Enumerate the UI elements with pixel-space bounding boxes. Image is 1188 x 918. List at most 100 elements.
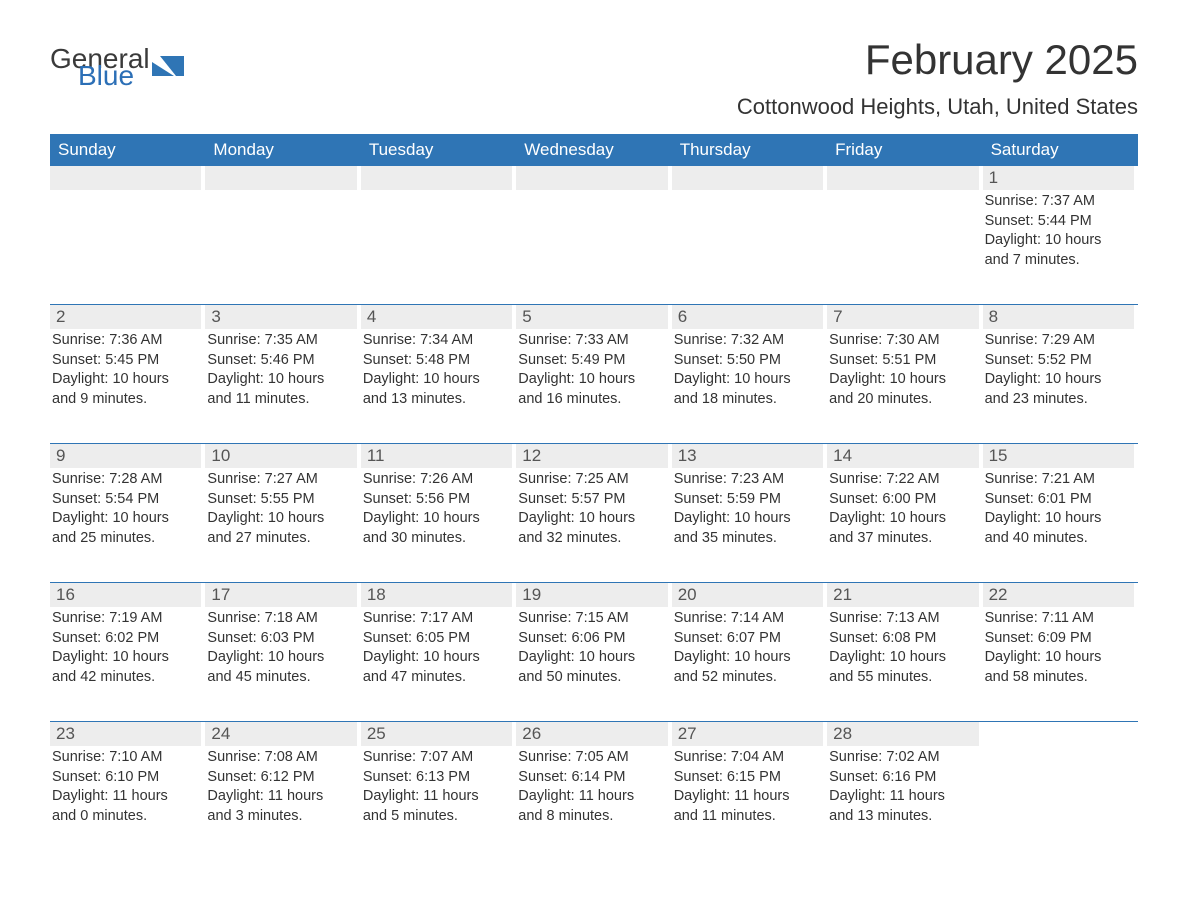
day-sunrise: Sunrise: 7:27 AM bbox=[207, 470, 354, 490]
calendar-cell: 25Sunrise: 7:07 AMSunset: 6:13 PMDayligh… bbox=[361, 722, 516, 842]
empty-day-bar bbox=[672, 166, 823, 190]
day-number: 23 bbox=[50, 722, 201, 746]
day-sunset: Sunset: 6:00 PM bbox=[829, 490, 976, 510]
calendar-cell: 23Sunrise: 7:10 AMSunset: 6:10 PMDayligh… bbox=[50, 722, 205, 842]
calendar-cell: 24Sunrise: 7:08 AMSunset: 6:12 PMDayligh… bbox=[205, 722, 360, 842]
day-day2: and 7 minutes. bbox=[985, 251, 1132, 271]
day-day1: Daylight: 10 hours bbox=[674, 370, 821, 390]
day-day1: Daylight: 11 hours bbox=[518, 787, 665, 807]
day-sunset: Sunset: 6:09 PM bbox=[985, 629, 1132, 649]
calendar-cell: 5Sunrise: 7:33 AMSunset: 5:49 PMDaylight… bbox=[516, 305, 671, 425]
calendar-cell: 22Sunrise: 7:11 AMSunset: 6:09 PMDayligh… bbox=[983, 583, 1138, 703]
calendar-cell: 4Sunrise: 7:34 AMSunset: 5:48 PMDaylight… bbox=[361, 305, 516, 425]
calendar-cell: 8Sunrise: 7:29 AMSunset: 5:52 PMDaylight… bbox=[983, 305, 1138, 425]
calendar-cell: 13Sunrise: 7:23 AMSunset: 5:59 PMDayligh… bbox=[672, 444, 827, 564]
day-number: 24 bbox=[205, 722, 356, 746]
day-number: 22 bbox=[983, 583, 1134, 607]
day-day1: Daylight: 10 hours bbox=[829, 509, 976, 529]
day-sunrise: Sunrise: 7:04 AM bbox=[674, 748, 821, 768]
calendar-cell bbox=[516, 166, 671, 286]
calendar-cell: 21Sunrise: 7:13 AMSunset: 6:08 PMDayligh… bbox=[827, 583, 982, 703]
calendar-cell: 6Sunrise: 7:32 AMSunset: 5:50 PMDaylight… bbox=[672, 305, 827, 425]
day-day2: and 47 minutes. bbox=[363, 668, 510, 688]
day-details: Sunrise: 7:33 AMSunset: 5:49 PMDaylight:… bbox=[516, 329, 667, 409]
day-of-week-header: Wednesday bbox=[516, 134, 671, 166]
calendar-cell: 10Sunrise: 7:27 AMSunset: 5:55 PMDayligh… bbox=[205, 444, 360, 564]
day-sunset: Sunset: 5:59 PM bbox=[674, 490, 821, 510]
logo-flag-icon bbox=[152, 56, 184, 76]
day-day2: and 13 minutes. bbox=[829, 807, 976, 827]
day-sunset: Sunset: 5:44 PM bbox=[985, 212, 1132, 232]
calendar-cell: 16Sunrise: 7:19 AMSunset: 6:02 PMDayligh… bbox=[50, 583, 205, 703]
day-number: 8 bbox=[983, 305, 1134, 329]
logo-word2: Blue bbox=[78, 63, 150, 88]
day-sunrise: Sunrise: 7:02 AM bbox=[829, 748, 976, 768]
day-day1: Daylight: 10 hours bbox=[52, 648, 199, 668]
calendar-cell bbox=[827, 166, 982, 286]
day-details: Sunrise: 7:27 AMSunset: 5:55 PMDaylight:… bbox=[205, 468, 356, 548]
day-day1: Daylight: 10 hours bbox=[363, 648, 510, 668]
day-number: 20 bbox=[672, 583, 823, 607]
day-details: Sunrise: 7:36 AMSunset: 5:45 PMDaylight:… bbox=[50, 329, 201, 409]
day-number: 6 bbox=[672, 305, 823, 329]
day-sunrise: Sunrise: 7:36 AM bbox=[52, 331, 199, 351]
day-day2: and 42 minutes. bbox=[52, 668, 199, 688]
calendar-cell: 20Sunrise: 7:14 AMSunset: 6:07 PMDayligh… bbox=[672, 583, 827, 703]
day-number: 16 bbox=[50, 583, 201, 607]
day-sunset: Sunset: 6:08 PM bbox=[829, 629, 976, 649]
day-sunrise: Sunrise: 7:11 AM bbox=[985, 609, 1132, 629]
day-day2: and 35 minutes. bbox=[674, 529, 821, 549]
day-number: 14 bbox=[827, 444, 978, 468]
day-day1: Daylight: 10 hours bbox=[829, 370, 976, 390]
day-number: 12 bbox=[516, 444, 667, 468]
calendar-cell bbox=[672, 166, 827, 286]
day-day1: Daylight: 11 hours bbox=[363, 787, 510, 807]
day-number: 26 bbox=[516, 722, 667, 746]
calendar-cell: 2Sunrise: 7:36 AMSunset: 5:45 PMDaylight… bbox=[50, 305, 205, 425]
day-day1: Daylight: 10 hours bbox=[829, 648, 976, 668]
empty-day-bar bbox=[827, 166, 978, 190]
day-sunset: Sunset: 5:45 PM bbox=[52, 351, 199, 371]
day-of-week-header: Tuesday bbox=[361, 134, 516, 166]
calendar-cell: 14Sunrise: 7:22 AMSunset: 6:00 PMDayligh… bbox=[827, 444, 982, 564]
day-details: Sunrise: 7:19 AMSunset: 6:02 PMDaylight:… bbox=[50, 607, 201, 687]
day-day2: and 45 minutes. bbox=[207, 668, 354, 688]
day-day1: Daylight: 10 hours bbox=[985, 370, 1132, 390]
day-details: Sunrise: 7:04 AMSunset: 6:15 PMDaylight:… bbox=[672, 746, 823, 826]
calendar-cell: 7Sunrise: 7:30 AMSunset: 5:51 PMDaylight… bbox=[827, 305, 982, 425]
day-details: Sunrise: 7:07 AMSunset: 6:13 PMDaylight:… bbox=[361, 746, 512, 826]
day-sunset: Sunset: 5:46 PM bbox=[207, 351, 354, 371]
day-number: 9 bbox=[50, 444, 201, 468]
day-day2: and 11 minutes. bbox=[674, 807, 821, 827]
calendar-cell bbox=[983, 722, 1138, 842]
day-details: Sunrise: 7:32 AMSunset: 5:50 PMDaylight:… bbox=[672, 329, 823, 409]
day-sunrise: Sunrise: 7:22 AM bbox=[829, 470, 976, 490]
empty-day-bar bbox=[205, 166, 356, 190]
page-subtitle: Cottonwood Heights, Utah, United States bbox=[737, 94, 1138, 120]
day-sunrise: Sunrise: 7:26 AM bbox=[363, 470, 510, 490]
calendar-cell: 28Sunrise: 7:02 AMSunset: 6:16 PMDayligh… bbox=[827, 722, 982, 842]
day-sunrise: Sunrise: 7:17 AM bbox=[363, 609, 510, 629]
day-details: Sunrise: 7:22 AMSunset: 6:00 PMDaylight:… bbox=[827, 468, 978, 548]
day-details: Sunrise: 7:37 AMSunset: 5:44 PMDaylight:… bbox=[983, 190, 1134, 270]
day-details: Sunrise: 7:10 AMSunset: 6:10 PMDaylight:… bbox=[50, 746, 201, 826]
day-details: Sunrise: 7:28 AMSunset: 5:54 PMDaylight:… bbox=[50, 468, 201, 548]
day-day2: and 55 minutes. bbox=[829, 668, 976, 688]
day-sunset: Sunset: 5:54 PM bbox=[52, 490, 199, 510]
day-of-week-header: Saturday bbox=[983, 134, 1138, 166]
day-day2: and 40 minutes. bbox=[985, 529, 1132, 549]
day-number: 17 bbox=[205, 583, 356, 607]
day-number: 2 bbox=[50, 305, 201, 329]
calendar-cell: 3Sunrise: 7:35 AMSunset: 5:46 PMDaylight… bbox=[205, 305, 360, 425]
day-number: 25 bbox=[361, 722, 512, 746]
calendar-cell bbox=[205, 166, 360, 286]
day-number: 19 bbox=[516, 583, 667, 607]
day-day1: Daylight: 11 hours bbox=[674, 787, 821, 807]
day-sunset: Sunset: 5:57 PM bbox=[518, 490, 665, 510]
day-details: Sunrise: 7:15 AMSunset: 6:06 PMDaylight:… bbox=[516, 607, 667, 687]
day-number: 11 bbox=[361, 444, 512, 468]
day-sunrise: Sunrise: 7:29 AM bbox=[985, 331, 1132, 351]
day-day2: and 5 minutes. bbox=[363, 807, 510, 827]
day-day2: and 32 minutes. bbox=[518, 529, 665, 549]
day-sunset: Sunset: 5:52 PM bbox=[985, 351, 1132, 371]
